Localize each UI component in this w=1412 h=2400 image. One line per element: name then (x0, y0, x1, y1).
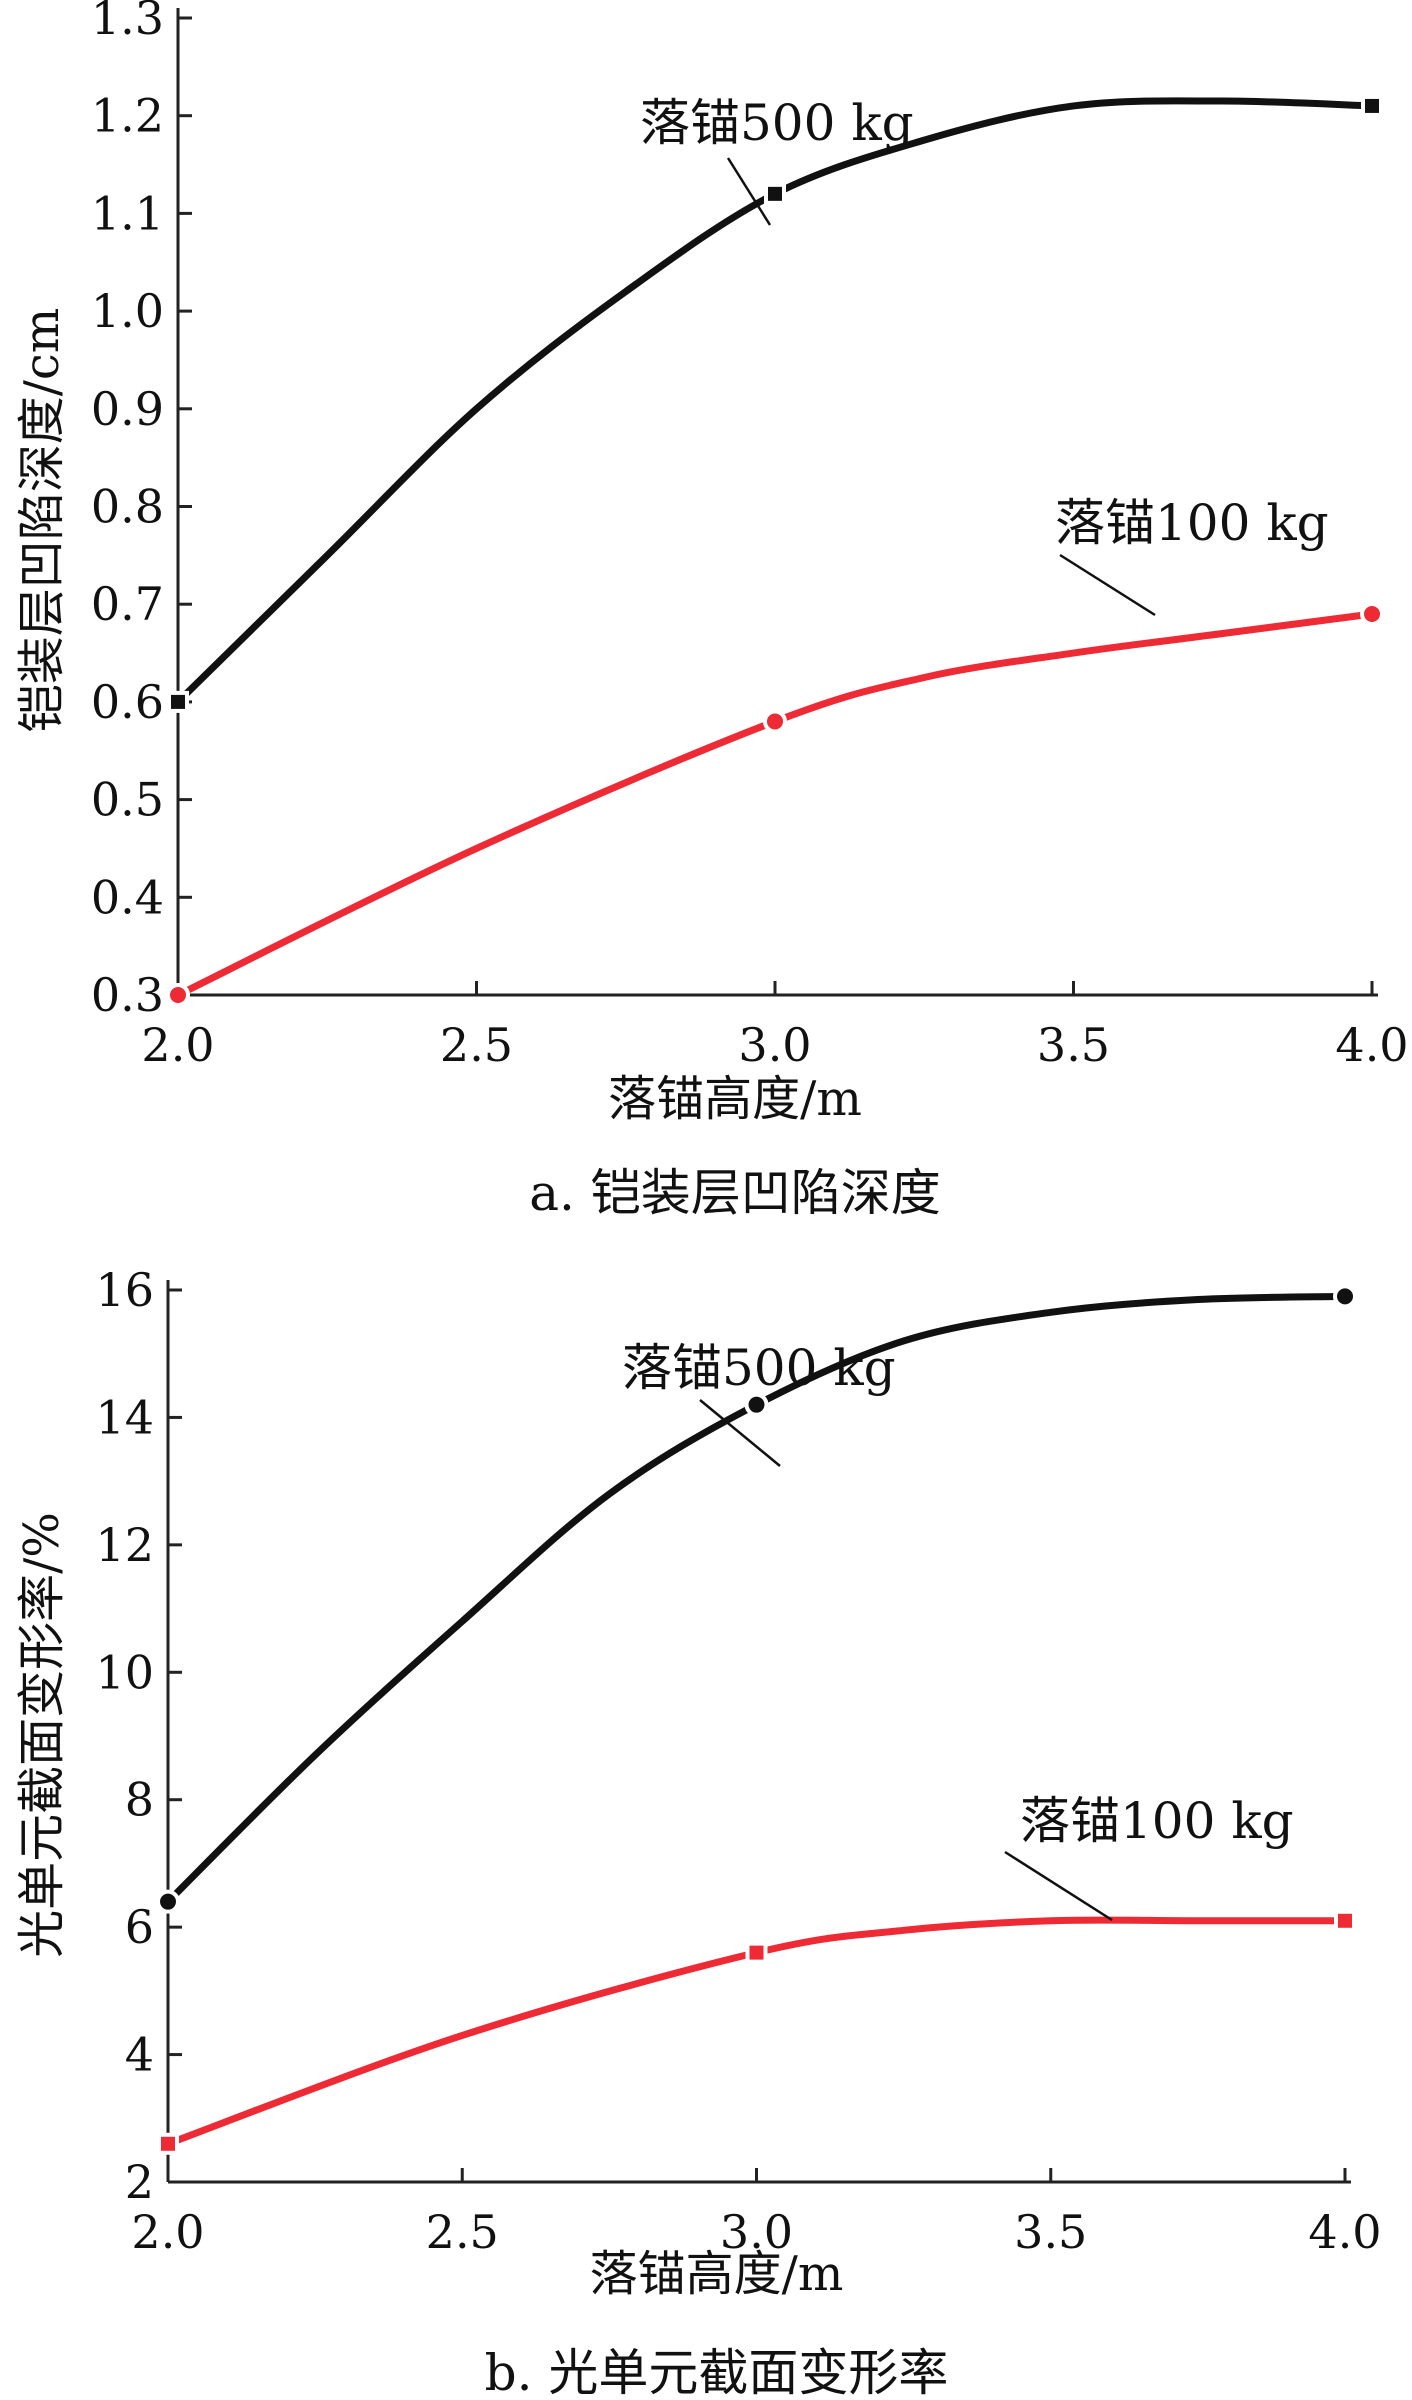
data-point-square (764, 182, 786, 205)
chart-panel-b: 2 4 6 8 10 12 14 16 2.0 2.5 3.0 3.5 4.0 落锚高度/m 光单元截面变形… (14, 1263, 1382, 2400)
y-tick-label: 0.8 (91, 480, 164, 534)
series-annotation: 落锚500 kg (640, 94, 914, 152)
y-tick-label: 1.0 (91, 284, 164, 338)
data-point-square (167, 690, 189, 713)
y-tick-label: 6 (125, 1900, 154, 1954)
annotation-leader-line (699, 1399, 781, 1467)
data-point-square (157, 2132, 179, 2155)
data-point-circle (1360, 601, 1384, 626)
annotation-leader-line (726, 157, 772, 226)
y-axis-title: 光单元截面变形率/% (14, 1512, 70, 1958)
data-point-square (1361, 94, 1383, 117)
y-tick-label: 1.1 (91, 186, 164, 240)
y-tick-label: 0.3 (91, 968, 164, 1022)
x-axis-title: 落锚高度/m (590, 2246, 844, 2302)
data-point-circle (166, 983, 190, 1007)
series-annotation: 落锚500 kg (622, 1339, 896, 1397)
chart-caption: a. 铠装层凹陷深度 (529, 1164, 941, 1222)
y-tick-label: 10 (95, 1645, 154, 1699)
y-tick-label: 14 (95, 1390, 154, 1444)
x-axis-title: 落锚高度/m (608, 1071, 862, 1127)
data-point-circle (1333, 1284, 1357, 1309)
y-tick-label: 4 (125, 2028, 154, 2082)
y-tick-label: 0.4 (91, 870, 164, 924)
data-point-circle (763, 709, 787, 734)
chart-panel-a: 0.3 0.4 0.5 0.6 0.7 0.8 0.9 1.0 1.1 1.2 1.3 2.0 2.5 3… (14, 0, 1409, 1222)
annotation-leader-line (1004, 1850, 1113, 1922)
series-annotation: 落锚100 kg (1055, 494, 1329, 552)
y-tick-label: 16 (95, 1263, 154, 1317)
y-tick-label: 0.9 (91, 382, 164, 436)
chart-caption: b. 光单元截面变形率 (485, 2344, 949, 2400)
y-tick-label: 1.2 (91, 89, 164, 143)
x-tick-label: 2.5 (440, 1018, 513, 1072)
x-tick-label: 3.0 (738, 1018, 811, 1072)
series-line-500kg (174, 97, 1376, 706)
x-tick-label: 3.5 (1014, 2205, 1087, 2259)
x-tick-label: 4.0 (1335, 1018, 1408, 1072)
y-tick-label: 12 (95, 1518, 154, 1572)
x-tick-label: 2.5 (426, 2205, 499, 2259)
data-point-square (1334, 1909, 1356, 1932)
data-point-circle (744, 1392, 769, 1417)
series-line-100kg (174, 610, 1376, 999)
annotation-leader-line (1059, 553, 1156, 617)
x-tick-label: 3.0 (720, 2205, 793, 2259)
y-tick-label: 0.7 (91, 577, 164, 631)
y-axis-title: 铠装层凹陷深度/cm (14, 308, 70, 733)
y-tick-label: 8 (125, 1773, 154, 1827)
y-tick-label: 2 (125, 2155, 154, 2209)
x-tick-label: 2.0 (141, 1018, 214, 1072)
x-tick-label: 4.0 (1308, 2205, 1381, 2259)
y-tick-label: 0.6 (91, 675, 164, 729)
data-point-circle (156, 1889, 180, 1914)
series-line-500kg (164, 1292, 1349, 1906)
x-tick-label: 2.0 (131, 2205, 204, 2259)
y-tick-label: 0.5 (91, 773, 164, 827)
data-point-square (745, 1941, 768, 1964)
y-tick-label: 1.3 (91, 0, 164, 45)
x-tick-label: 3.5 (1037, 1018, 1110, 1072)
series-annotation: 落锚100 kg (1020, 1792, 1294, 1850)
series-line-100kg (164, 1916, 1349, 2148)
